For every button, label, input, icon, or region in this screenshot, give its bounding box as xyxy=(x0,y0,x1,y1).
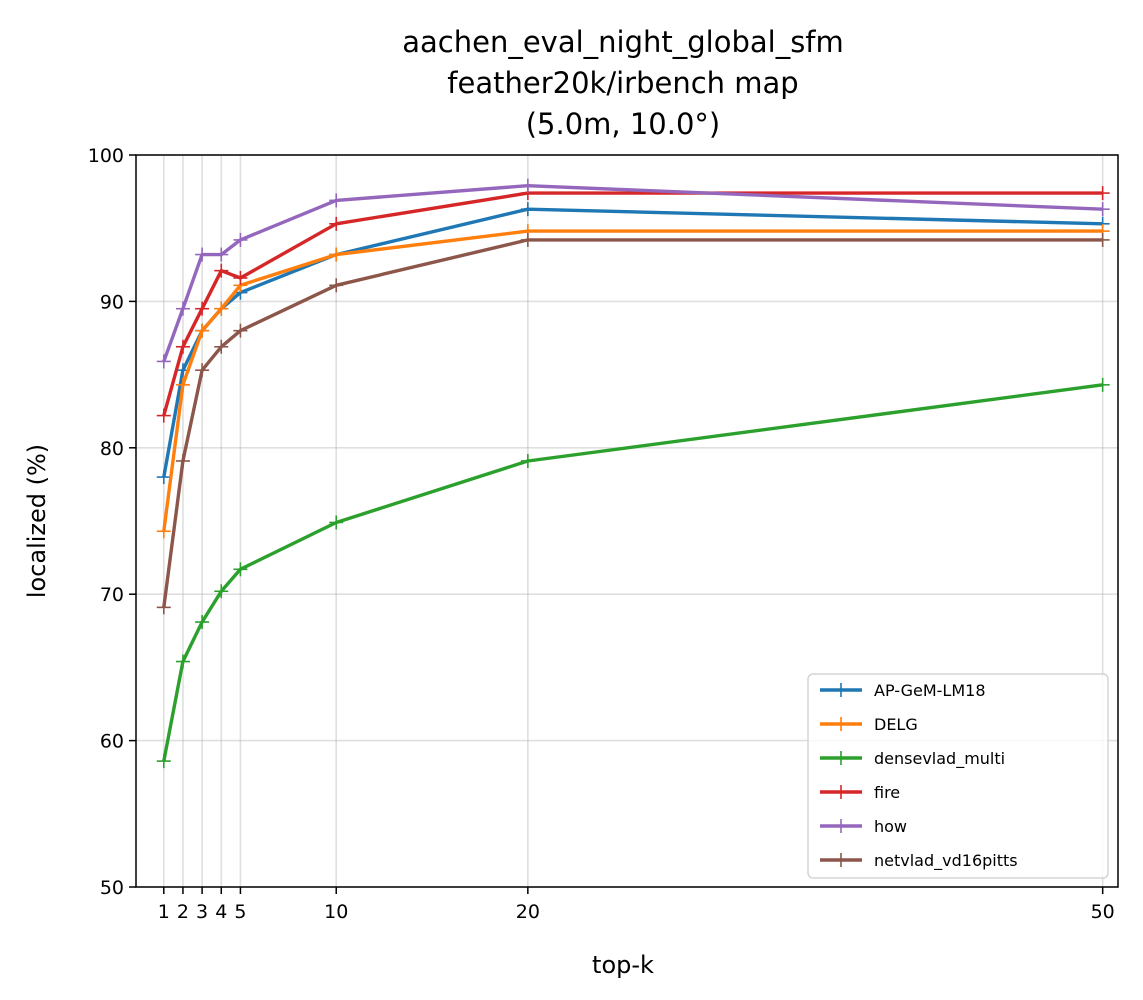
series-line xyxy=(162,238,1103,608)
legend-label: densevlad_multi xyxy=(874,749,1005,769)
data-point xyxy=(156,470,171,485)
legend-label: AP-GeM-LM18 xyxy=(874,681,986,700)
series-netvlad_vd16pitts xyxy=(156,232,1110,615)
chart-title-line-2: feather20k/irbench map xyxy=(447,66,798,100)
x-tick-label: 5 xyxy=(234,901,246,923)
data-point xyxy=(156,600,171,615)
data-point xyxy=(520,178,535,193)
x-tick-label: 10 xyxy=(324,901,348,923)
data-point xyxy=(329,515,344,530)
series-layer xyxy=(156,178,1110,769)
data-point xyxy=(195,615,210,630)
y-tick-label: 90 xyxy=(100,291,124,313)
data-point xyxy=(156,754,171,769)
data-point xyxy=(329,193,344,208)
legend-item: netvlad_vd16pitts xyxy=(820,851,1018,871)
legend-item: densevlad_multi xyxy=(820,749,1005,769)
plot-frame xyxy=(135,154,1119,888)
data-point xyxy=(175,654,190,669)
data-point xyxy=(175,453,190,468)
chart-title: aachen_eval_night_global_sfm feather20k/… xyxy=(402,25,844,141)
data-point xyxy=(520,453,535,468)
x-tick-label: 4 xyxy=(215,901,227,923)
legend-box xyxy=(807,673,1109,879)
data-point xyxy=(195,301,210,316)
data-point xyxy=(329,216,344,231)
data-point xyxy=(175,339,190,354)
data-point xyxy=(233,562,248,577)
legend-item: AP-GeM-LM18 xyxy=(820,681,986,700)
chart-title-line-3: (5.0m, 10.0°) xyxy=(526,107,721,141)
data-point xyxy=(1095,377,1110,392)
y-axis-label: localized (%) xyxy=(23,444,51,598)
data-point xyxy=(1095,232,1110,247)
data-point xyxy=(175,377,190,392)
data-point xyxy=(233,270,248,285)
data-point xyxy=(329,247,344,262)
y-tick-label: 100 xyxy=(88,145,124,167)
legend-label: fire xyxy=(874,783,900,802)
series-line xyxy=(162,183,1103,362)
data-point xyxy=(214,263,229,278)
x-tick-label: 20 xyxy=(516,901,540,923)
data-point xyxy=(195,247,210,262)
series-line xyxy=(162,207,1103,478)
x-axis-label: top-k xyxy=(592,951,654,979)
series-line xyxy=(162,383,1103,762)
series-densevlad_multi xyxy=(156,377,1110,769)
data-point xyxy=(156,408,171,423)
data-point xyxy=(520,232,535,247)
series-how xyxy=(156,178,1110,369)
series-line xyxy=(162,191,1103,417)
series-DELG xyxy=(156,224,1110,539)
y-tick-label: 50 xyxy=(100,877,124,899)
series-line xyxy=(162,229,1103,532)
data-point xyxy=(214,584,229,599)
chart-title-line-1: aachen_eval_night_global_sfm xyxy=(402,25,844,59)
data-point xyxy=(214,301,229,316)
data-point xyxy=(233,323,248,338)
legend-label: how xyxy=(874,817,907,836)
legend-item: DELG xyxy=(820,715,918,734)
data-point xyxy=(520,202,535,217)
data-point xyxy=(214,339,229,354)
data-point xyxy=(175,301,190,316)
data-point xyxy=(233,232,248,247)
y-axis: 50 60 70 80 90 100 xyxy=(88,145,136,899)
x-tick-label: 2 xyxy=(177,901,189,923)
data-point xyxy=(329,278,344,293)
data-point xyxy=(214,247,229,262)
legend-label: netvlad_vd16pitts xyxy=(874,851,1018,871)
data-point xyxy=(156,524,171,539)
x-axis: 1 2 3 4 5 10 20 50 xyxy=(158,887,1115,923)
x-tick-label: 3 xyxy=(196,901,208,923)
legend-item: fire xyxy=(820,783,900,802)
data-point xyxy=(195,323,210,338)
y-tick-label: 60 xyxy=(100,731,124,753)
legend-item: how xyxy=(820,817,907,836)
data-point xyxy=(195,363,210,378)
data-point xyxy=(1095,202,1110,217)
data-point xyxy=(156,354,171,369)
x-tick-label: 1 xyxy=(158,901,170,923)
y-tick-label: 80 xyxy=(100,438,124,460)
legend-label: DELG xyxy=(874,715,918,734)
data-point xyxy=(1095,186,1110,201)
y-tick-label: 70 xyxy=(100,584,124,606)
x-tick-label: 50 xyxy=(1091,901,1115,923)
